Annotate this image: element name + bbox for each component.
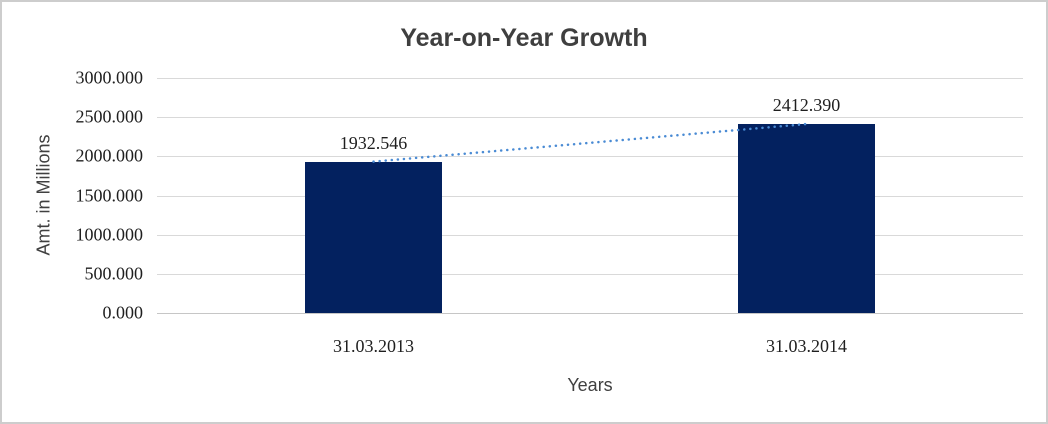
gridline: [157, 117, 1023, 119]
y-tick-label: 3000.000: [75, 67, 144, 88]
gridline: [157, 156, 1023, 158]
y-tick-label: 2500.000: [75, 106, 144, 127]
y-axis-tick-labels: 0.000 500.000 1000.000 1500.000 2000.000 2500…: [2, 68, 144, 323]
x-tick-label: 31.03.2014: [766, 336, 847, 356]
plot-area: 1932.546 2412.390: [157, 78, 1023, 314]
y-tick-label: 1500.000: [75, 185, 144, 205]
x-axis-line: [157, 313, 1023, 314]
y-tick-label: 1000.000: [75, 224, 144, 245]
x-tick-label: 31.03.2013: [333, 336, 414, 356]
gridline: [157, 195, 1023, 197]
bar: [305, 161, 442, 313]
gridline: [157, 273, 1023, 275]
data-label: 1932.546: [339, 132, 408, 153]
y-tick-label: 2000.000: [75, 145, 144, 166]
chart-title: Year-on-Year Growth: [400, 24, 648, 52]
gridline: [157, 78, 1023, 79]
bar: [738, 124, 875, 313]
gridline: [157, 234, 1023, 236]
y-tick-label: 500.000: [84, 263, 144, 284]
y-tick-label: 0.000: [102, 302, 144, 323]
x-axis-title: Years: [567, 375, 613, 395]
data-label: 2412.390: [772, 95, 841, 116]
